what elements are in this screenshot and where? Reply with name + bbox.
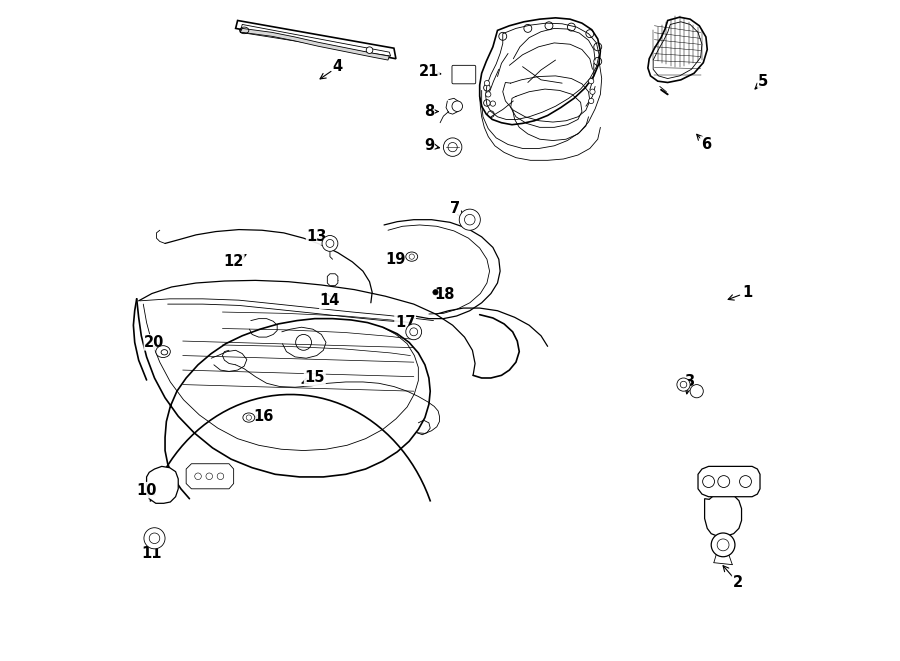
Ellipse shape: [243, 413, 255, 422]
Text: 10: 10: [136, 483, 157, 498]
Circle shape: [484, 81, 490, 86]
Polygon shape: [236, 20, 396, 59]
Polygon shape: [147, 467, 178, 503]
Text: 13: 13: [307, 229, 327, 245]
Text: 20: 20: [144, 335, 165, 350]
Text: 4: 4: [333, 59, 343, 74]
Circle shape: [589, 98, 594, 104]
Circle shape: [444, 138, 462, 157]
Ellipse shape: [406, 252, 418, 261]
Circle shape: [590, 89, 595, 95]
Text: 16: 16: [254, 408, 274, 424]
Text: 12: 12: [223, 254, 244, 269]
Circle shape: [406, 324, 421, 340]
Circle shape: [452, 101, 463, 112]
Circle shape: [589, 79, 594, 84]
Text: 21: 21: [418, 64, 439, 79]
Circle shape: [486, 92, 491, 97]
Text: 6: 6: [701, 137, 711, 152]
Text: 17: 17: [395, 315, 415, 330]
Circle shape: [459, 209, 481, 230]
Polygon shape: [698, 467, 760, 496]
Circle shape: [144, 527, 165, 549]
Circle shape: [711, 533, 735, 557]
Circle shape: [433, 290, 438, 295]
Text: 15: 15: [304, 371, 325, 385]
Polygon shape: [648, 17, 707, 83]
FancyBboxPatch shape: [452, 65, 476, 84]
Text: 9: 9: [424, 138, 434, 153]
Circle shape: [680, 381, 687, 388]
Text: 7: 7: [450, 201, 460, 216]
Circle shape: [366, 47, 373, 54]
Polygon shape: [705, 492, 742, 536]
Text: 1: 1: [742, 285, 752, 299]
Text: 18: 18: [435, 287, 455, 301]
Text: 8: 8: [424, 104, 434, 119]
Text: 2: 2: [733, 575, 742, 590]
Ellipse shape: [156, 346, 170, 358]
Polygon shape: [328, 274, 338, 286]
Circle shape: [677, 378, 690, 391]
Circle shape: [690, 385, 703, 398]
Text: 19: 19: [386, 252, 406, 267]
Text: 5: 5: [758, 73, 769, 89]
Text: 3: 3: [684, 374, 694, 389]
Text: 14: 14: [320, 293, 340, 308]
Circle shape: [322, 235, 338, 251]
Polygon shape: [480, 18, 600, 125]
Text: 11: 11: [141, 546, 162, 561]
Polygon shape: [240, 28, 390, 60]
Circle shape: [491, 101, 496, 106]
